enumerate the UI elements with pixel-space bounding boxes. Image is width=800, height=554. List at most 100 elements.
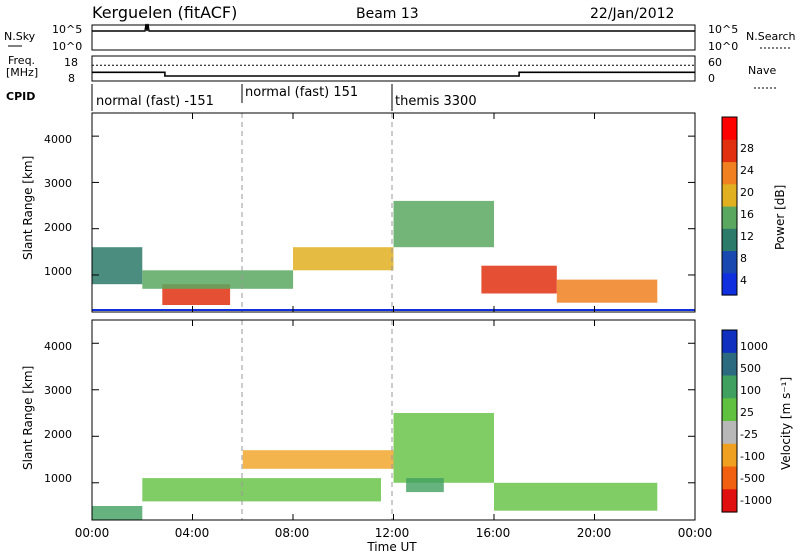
nsky-tick-top: 10^5: [52, 23, 82, 36]
velocity-cells: [92, 413, 658, 520]
x-tick-1: 04:00: [175, 526, 210, 540]
power-y-tick-3000: 3000: [44, 177, 72, 190]
power-axis-ticks: [91, 113, 696, 312]
x-tick-4: 16:00: [476, 526, 511, 540]
station-title: Kerguelen (fitACF): [92, 3, 237, 22]
power-cells: [92, 200, 695, 311]
vel-y-tick-4000: 4000: [44, 340, 72, 353]
vel-y-axis-label: Slant Range [km]: [21, 366, 35, 470]
power-tick-24: 24: [740, 164, 754, 177]
frequency-trace: [92, 71, 695, 77]
velocity-swatch-3: [722, 398, 737, 422]
power-region-0: [92, 247, 143, 285]
nsky-label: N.Sky: [4, 30, 36, 43]
power-swatch-0: [722, 272, 737, 296]
freq-panel: Freq. [MHz] 18 8 60 0 Nave: [6, 54, 778, 89]
power-colorbar: 28 24 20 16 12 8 4 Power [dB]: [721, 116, 787, 296]
cpid-segment-1: normal (fast) -151: [96, 94, 214, 109]
velocity-swatch-4: [722, 421, 737, 445]
nsearch-tick-top: 10^5: [708, 23, 738, 36]
nsky-tick-bottom: 10^0: [52, 40, 82, 53]
nsearch-label: N.Search: [746, 30, 796, 43]
vel-y-tick-1000: 1000: [44, 472, 72, 485]
noise-panel: N.Sky 10^5 10^0 10^5 10^0 N.Search: [4, 23, 796, 53]
power-region-6: [556, 279, 658, 303]
power-tick-16: 16: [740, 208, 754, 221]
velocity-swatch-6: [722, 466, 737, 490]
cpid-row: CPID normal (fast) -151 normal (fast) 15…: [6, 84, 477, 111]
power-panel: 1000 2000 3000 4000 Slant Range [km]: [21, 112, 696, 313]
power-tick-20: 20: [740, 186, 754, 199]
power-swatch-5: [722, 161, 737, 185]
power-colorbar-swatches: [722, 117, 737, 296]
nsearch-tick-bottom: 10^0: [708, 40, 738, 53]
power-region-1: [162, 284, 231, 305]
power-swatch-6: [722, 139, 737, 163]
vel-y-tick-3000: 3000: [44, 384, 72, 397]
vel-y-tick-2000: 2000: [44, 428, 72, 441]
x-tick-6: 00:00: [678, 526, 713, 540]
velocity-swatch-2: [722, 375, 737, 399]
velocity-region-2: [242, 450, 394, 469]
vel-tick-1000: 1000: [740, 340, 768, 353]
power-y-tick-4000: 4000: [44, 133, 72, 146]
velocity-swatch-7: [722, 489, 737, 513]
power-tick-28: 28: [740, 142, 754, 155]
power-swatch-7: [722, 117, 737, 140]
velocity-region-4: [406, 478, 444, 493]
date-title: 22/Jan/2012: [590, 6, 674, 22]
power-region-2: [142, 270, 294, 289]
beam-title: Beam 13: [356, 6, 419, 22]
velocity-swatch-1: [722, 352, 737, 377]
power-swatch-2: [722, 228, 737, 252]
power-tick-12: 12: [740, 230, 754, 243]
freq-tick-bottom: 8: [68, 72, 75, 85]
velocity-region-5: [494, 482, 658, 511]
power-swatch-3: [722, 206, 737, 229]
power-region-3: [293, 247, 394, 271]
power-tick-4: 4: [740, 274, 747, 287]
vel-tick-minus100: -100: [740, 450, 765, 463]
vel-tick-100: 100: [740, 384, 761, 397]
vel-tick-minus25: -25: [740, 428, 758, 441]
velocity-region-0: [92, 506, 143, 520]
nave-label: Nave: [748, 64, 776, 77]
freq-label-line1: Freq.: [8, 54, 35, 67]
nave-tick-top: 60: [708, 56, 722, 69]
power-colorbar-label: Power [dB]: [773, 185, 787, 250]
x-tick-0: 00:00: [75, 526, 110, 540]
velocity-axis-ticks: [91, 320, 696, 520]
nave-tick-bottom: 0: [708, 72, 715, 85]
power-swatch-1: [722, 250, 737, 274]
power-y-tick-2000: 2000: [44, 221, 72, 234]
cpid-label: CPID: [6, 90, 35, 103]
freq-tick-top: 18: [64, 56, 78, 69]
vel-tick-minus1000: -1000: [740, 494, 772, 507]
power-y-tick-1000: 1000: [44, 265, 72, 278]
velocity-region-1: [142, 478, 381, 502]
vel-tick-500: 500: [740, 362, 761, 375]
x-tick-3: 12:00: [375, 526, 410, 540]
velocity-colorbar-swatches: [722, 330, 737, 513]
cpid-segment-2: normal (fast) 151: [245, 85, 358, 100]
power-region-4: [393, 200, 494, 248]
freq-label-line2: [MHz]: [6, 66, 38, 79]
x-axis: 00:00 04:00 08:00 12:00 16:00 20:00 00:0…: [75, 526, 713, 554]
velocity-colorbar: 1000 500 100 25 -25 -100 -500 -1000 Velo…: [721, 329, 793, 513]
velocity-swatch-5: [722, 443, 737, 468]
x-tick-2: 08:00: [275, 526, 310, 540]
noise-trace: [92, 23, 695, 32]
power-swatch-4: [722, 183, 737, 207]
vel-tick-25: 25: [740, 406, 754, 419]
x-axis-label: Time UT: [366, 540, 417, 554]
velocity-swatch-0: [722, 330, 737, 354]
velocity-region-3: [393, 413, 494, 483]
cpid-segment-3: themis 3300: [395, 94, 477, 109]
velocity-colorbar-label: Velocity [m s⁻¹]: [779, 377, 793, 470]
power-tick-8: 8: [740, 252, 747, 265]
velocity-panel: 1000 2000 3000 4000 Slant Range [km]: [21, 319, 696, 521]
power-region-5: [481, 265, 557, 294]
vel-tick-minus500: -500: [740, 472, 765, 485]
x-tick-5: 20:00: [577, 526, 612, 540]
